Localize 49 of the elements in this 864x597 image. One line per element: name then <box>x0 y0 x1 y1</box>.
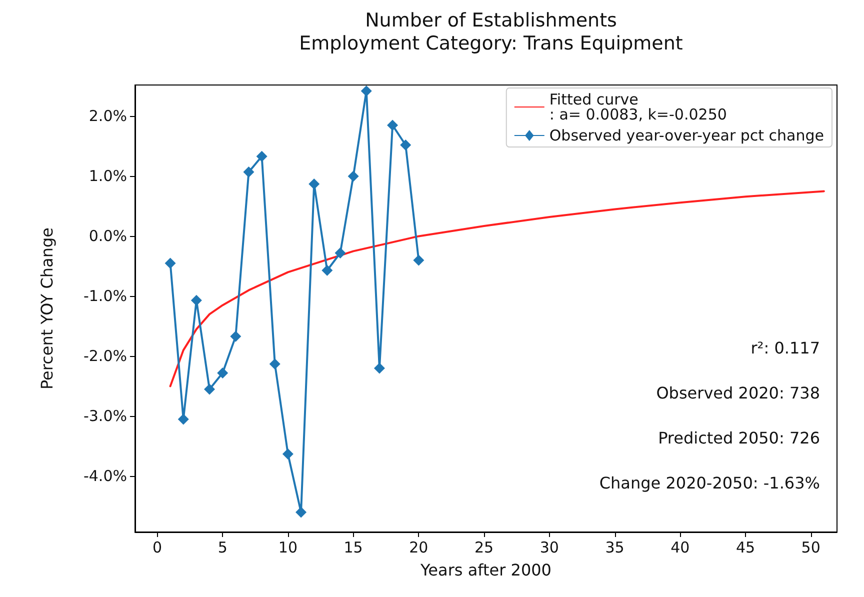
y-tick-label: -4.0% <box>83 467 127 486</box>
x-tick-label: 25 <box>474 538 494 556</box>
annotation: Change 2020-2050: -1.63% <box>599 474 820 492</box>
x-tick-label: 50 <box>801 538 820 556</box>
y-tick-label: -1.0% <box>83 287 127 306</box>
x-axis-title: Years after 2000 <box>420 560 552 580</box>
point <box>413 254 424 266</box>
x-tick-label: 35 <box>605 538 624 556</box>
annotation: r²: 0.117 <box>750 338 820 358</box>
x-tick-label: 20 <box>409 538 428 556</box>
annotation: Predicted 2050: 726 <box>658 428 820 448</box>
annotation: Observed 2020: 738 <box>656 384 820 402</box>
point <box>204 384 216 395</box>
point <box>190 294 202 306</box>
y-tick-label: 2.0% <box>88 107 127 126</box>
y-tick-label: 0.0% <box>88 227 127 246</box>
point <box>296 506 307 518</box>
point <box>334 248 346 258</box>
point <box>243 166 254 178</box>
legend-label: Fitted curve : a= 0.0083, k=-0.0250 <box>549 90 727 124</box>
y-axis-title: Percent YOY Change <box>38 227 56 390</box>
point <box>256 150 268 162</box>
x-tick-label: 30 <box>540 538 559 556</box>
point <box>178 414 189 425</box>
point <box>164 258 176 269</box>
x-tick-label: 5 <box>218 538 228 556</box>
point <box>322 264 333 276</box>
point <box>230 330 242 342</box>
point <box>282 448 294 460</box>
x-tick-label: 10 <box>278 538 298 556</box>
x-tick-label: 40 <box>670 538 690 556</box>
point <box>269 358 280 370</box>
chart-title: Number of Establishments <box>365 10 617 32</box>
point <box>400 140 412 150</box>
x-tick-label: 45 <box>736 538 756 556</box>
y-tick-label: 1.0% <box>88 167 127 186</box>
line-series <box>169 190 825 388</box>
x-tick-label: 0 <box>152 538 162 556</box>
y-tick-label: -2.0% <box>83 347 127 366</box>
point <box>348 170 359 182</box>
point <box>217 368 228 378</box>
point <box>387 120 398 131</box>
point <box>360 86 372 96</box>
x-tick-label: 15 <box>344 538 363 556</box>
y-tick-label: -3.0% <box>83 407 127 426</box>
point <box>374 362 385 374</box>
point <box>308 178 320 190</box>
legend-label: Observed year-over-year pct change <box>549 126 824 144</box>
chart-subtitle: Employment Category: Trans Equipment <box>299 32 683 54</box>
